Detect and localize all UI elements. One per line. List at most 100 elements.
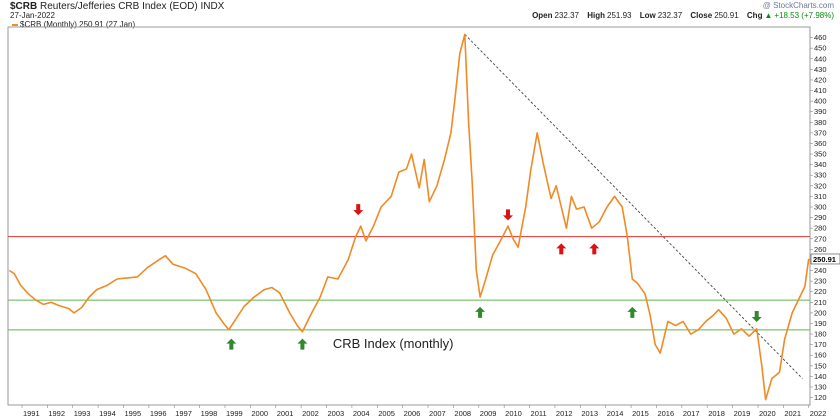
y-tick-label: 440 xyxy=(814,54,827,63)
x-tick-label: 2007 xyxy=(429,409,446,418)
y-tick-label: 380 xyxy=(814,118,827,127)
ohlc-readout: Open 232.37 High 251.93 Low 232.37 Close 250… xyxy=(526,11,834,20)
chart-annotation: CRB Index (monthly) xyxy=(333,336,454,351)
change-value: +18.53 (+7.98%) xyxy=(774,11,834,20)
y-tick-label: 370 xyxy=(814,128,827,137)
x-tick-label: 2013 xyxy=(581,409,598,418)
y-tick-label: 160 xyxy=(814,351,827,360)
arrow-down-icon xyxy=(751,311,762,323)
y-tick-label: 240 xyxy=(814,266,827,275)
x-tick-label: 2018 xyxy=(708,409,725,418)
up-arrow-icon: ▲ xyxy=(764,11,773,20)
y-tick-label: 300 xyxy=(814,203,827,212)
x-tick-label: 2004 xyxy=(353,409,370,418)
chart-header: $CRB Reuters/Jefferies CRB Index (EOD) I… xyxy=(0,0,840,30)
y-tick-label: 210 xyxy=(814,298,827,307)
x-tick-label: 1992 xyxy=(48,409,65,418)
y-tick-label: 280 xyxy=(814,224,827,233)
low-label: Low xyxy=(639,11,656,20)
x-tick-label: 1991 xyxy=(23,409,40,418)
x-tick-label: 1998 xyxy=(201,409,218,418)
y-tick-label: 420 xyxy=(814,75,827,84)
arrow-up-icon xyxy=(226,338,237,350)
x-tick-label: 1997 xyxy=(175,409,192,418)
y-tick-label: 180 xyxy=(814,330,827,339)
arrow-up-icon xyxy=(556,243,567,255)
y-tick-label: 260 xyxy=(814,245,827,254)
x-tick-label: 2003 xyxy=(328,409,345,418)
y-tick-label: 390 xyxy=(814,107,827,116)
symbol-name: Reuters/Jefferies CRB Index (EOD) xyxy=(40,1,198,12)
y-tick-label: 230 xyxy=(814,277,827,286)
x-tick-label: 2019 xyxy=(734,409,751,418)
chart-date: 27-Jan-2022 xyxy=(10,11,55,20)
x-tick-label: 2009 xyxy=(480,409,497,418)
y-tick-label: 270 xyxy=(814,234,827,243)
y-tick-label: 350 xyxy=(814,150,827,159)
y-tick-label: 120 xyxy=(814,393,827,402)
x-tick-label: 2017 xyxy=(683,409,700,418)
y-tick-label: 430 xyxy=(814,65,827,74)
y-tick-label: 410 xyxy=(814,86,827,95)
plot-frame xyxy=(7,26,811,406)
x-tick-label: 2008 xyxy=(454,409,471,418)
series-legend: $CRB (Monthly) 250.91 (27 Jan) xyxy=(12,20,135,29)
legend-swatch xyxy=(12,23,18,26)
last-value-tag xyxy=(810,253,840,265)
legend-label: $CRB (Monthly) 250.91 (27 Jan) xyxy=(20,20,136,29)
x-tick-label: 1993 xyxy=(74,409,91,418)
y-tick-label: 320 xyxy=(814,181,827,190)
y-tick-label: 450 xyxy=(814,44,827,53)
x-tick-label: 1994 xyxy=(99,409,116,418)
watermark: @ StockCharts.com xyxy=(762,1,834,10)
x-tick-label: 2000 xyxy=(251,409,268,418)
arrow-down-icon xyxy=(353,204,364,216)
x-tick-label: 2014 xyxy=(607,409,624,418)
symbol: $CRB xyxy=(10,1,38,12)
open-label: Open xyxy=(532,11,553,20)
x-tick-label: 2010 xyxy=(505,409,522,418)
price-line xyxy=(8,33,810,401)
x-tick-label: 1996 xyxy=(150,409,167,418)
y-tick-label: 170 xyxy=(814,340,827,349)
open-value: 232.37 xyxy=(554,11,579,20)
y-tick-label: 140 xyxy=(814,372,827,381)
y-tick-label: 200 xyxy=(814,308,827,317)
low-value: 232.37 xyxy=(657,11,683,20)
y-tick-label: 220 xyxy=(814,287,827,296)
y-tick-label: 190 xyxy=(814,319,827,328)
last-value-label: 250.91 xyxy=(813,255,836,264)
trendline xyxy=(464,34,803,379)
close-label: Close xyxy=(690,11,713,20)
y-tick-label: 330 xyxy=(814,171,827,180)
x-tick-label: 2005 xyxy=(378,409,395,418)
arrow-up-icon xyxy=(589,243,600,255)
arrow-down-icon xyxy=(502,209,513,221)
x-tick-label: 2002 xyxy=(302,409,319,418)
change-label: Chg xyxy=(746,11,763,20)
x-tick-label: 2021 xyxy=(784,409,801,418)
y-tick-label: 310 xyxy=(814,192,827,201)
x-tick-label: 2006 xyxy=(404,409,421,418)
x-tick-label: 2016 xyxy=(657,409,674,418)
x-tick-label: 2001 xyxy=(277,409,294,418)
x-tick-label: 2011 xyxy=(531,409,547,418)
x-tick-label: 2022 xyxy=(810,409,827,418)
exchange: INDX xyxy=(200,1,225,12)
arrow-up-icon xyxy=(475,306,486,318)
symbol-title: $CRB Reuters/Jefferies CRB Index (EOD) I… xyxy=(10,1,224,12)
y-tick-label: 460 xyxy=(814,33,827,42)
high-label: High xyxy=(587,11,605,20)
x-tick-label: 2012 xyxy=(556,409,573,418)
y-tick-label: 290 xyxy=(814,213,827,222)
y-tick-label: 130 xyxy=(814,383,827,392)
x-tick-label: 2020 xyxy=(759,409,776,418)
high-value: 251.93 xyxy=(607,11,632,20)
x-tick-label: 1999 xyxy=(226,409,243,418)
arrow-up-icon xyxy=(297,338,308,350)
y-tick-label: 360 xyxy=(814,139,827,148)
x-tick-label: 2015 xyxy=(632,409,649,418)
close-value: 250.91 xyxy=(714,11,739,20)
x-tick-label: 1995 xyxy=(124,409,141,418)
